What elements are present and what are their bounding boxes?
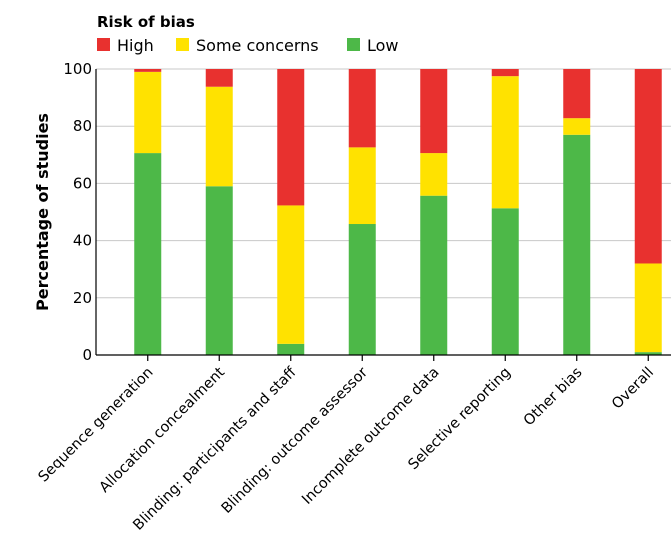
bar-some-concerns-0 bbox=[134, 71, 162, 154]
bar-low-3 bbox=[348, 224, 376, 355]
y-tick-label-100: 100 bbox=[63, 60, 92, 78]
bar-high-1 bbox=[205, 69, 233, 87]
bar-high-5 bbox=[491, 69, 519, 77]
bar-high-4 bbox=[420, 69, 448, 154]
bars bbox=[134, 69, 662, 355]
bar-high-7 bbox=[634, 69, 662, 264]
x-category-label-3: Blinding: outcome assessor bbox=[219, 364, 371, 516]
legend: Risk of bias High Some concerns Low bbox=[97, 13, 399, 55]
bar-some-concerns-7 bbox=[634, 263, 662, 353]
axes bbox=[95, 69, 671, 356]
x-category-label-7: Overall bbox=[609, 365, 657, 413]
x-category-label-1: Allocation concealment bbox=[97, 364, 229, 496]
x-category-label-6: Other bias bbox=[521, 365, 586, 430]
bar-some-concerns-2 bbox=[277, 205, 305, 344]
bar-high-0 bbox=[134, 69, 162, 72]
legend-label-high: High bbox=[117, 36, 154, 55]
legend-title: Risk of bias bbox=[97, 13, 195, 31]
bar-low-6 bbox=[563, 134, 591, 355]
bar-some-concerns-5 bbox=[491, 76, 519, 209]
legend-swatch-high bbox=[97, 38, 110, 51]
legend-label-low: Low bbox=[367, 36, 399, 55]
bar-high-6 bbox=[563, 69, 591, 119]
legend-swatch-low bbox=[347, 38, 360, 51]
bar-low-4 bbox=[420, 195, 448, 355]
y-tick-label-80: 80 bbox=[73, 117, 92, 135]
bar-low-1 bbox=[205, 186, 233, 355]
x-category-label-0: Sequence generation bbox=[36, 365, 157, 486]
y-tick-label-20: 20 bbox=[73, 289, 92, 307]
y-axis-ticks: 0 20 40 60 80 100 bbox=[63, 60, 92, 364]
y-tick-label-40: 40 bbox=[73, 232, 92, 250]
bar-some-concerns-6 bbox=[563, 118, 591, 135]
bar-some-concerns-4 bbox=[420, 153, 448, 196]
bar-low-0 bbox=[134, 153, 162, 355]
y-tick-label-60: 60 bbox=[73, 174, 92, 192]
bar-low-5 bbox=[491, 208, 519, 355]
bar-some-concerns-1 bbox=[205, 86, 233, 187]
bar-high-3 bbox=[348, 69, 376, 148]
bar-low-2 bbox=[277, 343, 305, 355]
y-tick-label-0: 0 bbox=[82, 346, 92, 364]
legend-swatch-some-concerns bbox=[176, 38, 189, 51]
x-category-label-4: Incomplete outcome data bbox=[299, 365, 442, 508]
bar-high-2 bbox=[277, 69, 305, 206]
y-axis-label: Percentage of studies bbox=[33, 113, 52, 311]
bar-low-7 bbox=[634, 352, 662, 355]
legend-label-some-concerns: Some concerns bbox=[196, 36, 319, 55]
bar-some-concerns-3 bbox=[348, 147, 376, 225]
